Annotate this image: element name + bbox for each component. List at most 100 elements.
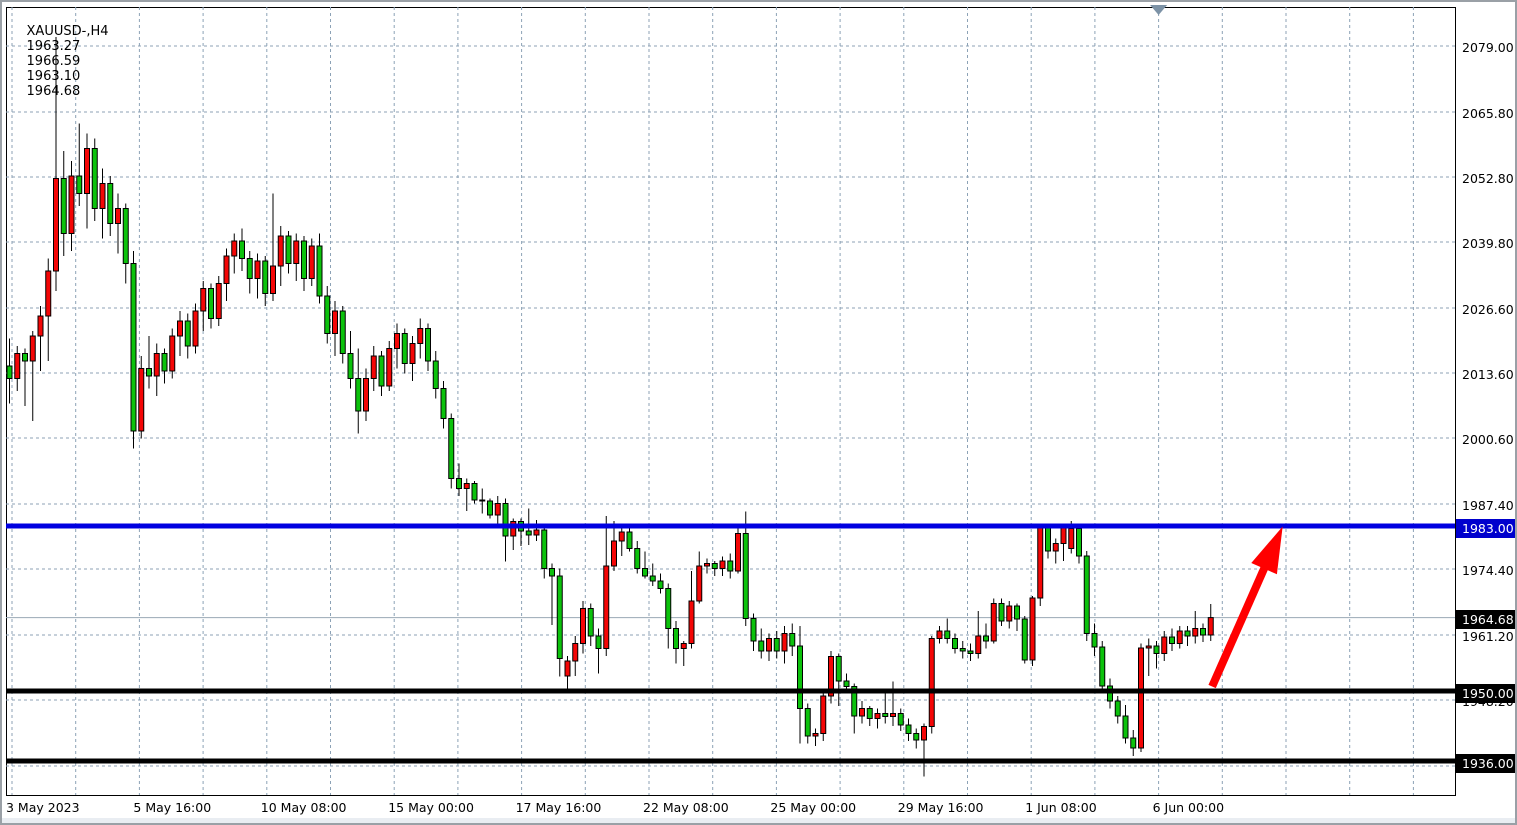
bearish-candle xyxy=(983,635,989,642)
bullish-candle xyxy=(936,630,943,639)
bearish-candle xyxy=(866,708,873,719)
price-flag-1936.00: 1936.00 xyxy=(1456,753,1515,773)
bearish-candle xyxy=(1099,646,1106,687)
bearish-candle xyxy=(432,360,439,389)
bullish-candle xyxy=(611,540,617,567)
bullish-candle xyxy=(14,353,21,379)
bullish-candle xyxy=(37,315,44,337)
bullish-candle xyxy=(53,178,59,272)
bearish-candle xyxy=(967,650,974,654)
bullish-candle xyxy=(1052,543,1059,552)
bearish-candle xyxy=(262,260,269,294)
bullish-candle xyxy=(1176,630,1183,644)
bearish-candle xyxy=(239,240,245,259)
trend-arrow-head[interactable] xyxy=(1251,526,1283,575)
bearish-candle xyxy=(301,240,307,279)
bullish-candle xyxy=(417,328,424,344)
time-axis-label: 22 May 08:00 xyxy=(643,800,729,815)
bullish-candle xyxy=(890,713,896,717)
bullish-candle xyxy=(1006,605,1013,622)
bullish-candle xyxy=(370,355,377,379)
bullish-candle xyxy=(138,368,145,432)
price-axis-label: 1974.40 xyxy=(1462,563,1514,578)
trend-arrow-shaft[interactable] xyxy=(1208,561,1271,689)
bearish-candle xyxy=(401,333,408,364)
bullish-candle xyxy=(1192,628,1199,637)
bullish-candle xyxy=(1138,647,1144,749)
bearish-candle xyxy=(556,575,563,659)
bullish-candle xyxy=(115,208,121,224)
plot-area[interactable] xyxy=(6,7,1456,796)
bullish-candle xyxy=(603,565,610,649)
bearish-candle xyxy=(76,175,83,194)
bullish-candle xyxy=(1037,527,1044,599)
price-axis-label: 2079.00 xyxy=(1462,40,1514,55)
time-axis[interactable]: 3 May 2023 5 May 16:00 10 May 08:00 15 May … xyxy=(2,796,1456,820)
price-axis-label: 2052.80 xyxy=(1462,171,1514,186)
bearish-candle xyxy=(355,378,362,412)
bearish-candle xyxy=(897,713,904,726)
close-value: 1964.68 xyxy=(26,84,81,99)
time-axis-label: 5 May 16:00 xyxy=(133,800,212,815)
bullish-candle xyxy=(766,638,772,652)
bearish-candle xyxy=(998,603,1005,622)
bullish-candle xyxy=(254,260,261,279)
bullish-candle xyxy=(859,708,865,717)
bullish-candle xyxy=(29,335,36,362)
price-axis-label: 1987.40 xyxy=(1462,498,1514,513)
bearish-candle xyxy=(161,353,168,372)
bullish-candle xyxy=(231,240,238,257)
time-axis-label: 15 May 00:00 xyxy=(388,800,474,815)
bearish-candle xyxy=(541,529,548,569)
bearish-candle xyxy=(750,618,757,642)
bearish-candle xyxy=(835,656,842,682)
high-value: 1966.59 xyxy=(26,54,81,69)
price-axis[interactable]: 2079.00 2065.80 2052.80 2039.80 2026.60 2013.… xyxy=(1456,2,1515,793)
bearish-candle xyxy=(60,178,67,234)
price-axis-label: 2000.60 xyxy=(1462,432,1514,447)
bearish-candle xyxy=(1091,633,1098,648)
time-axis-label: 25 May 00:00 xyxy=(770,800,857,815)
chart-shift-marker[interactable] xyxy=(1150,5,1168,15)
bearish-candle xyxy=(1083,555,1090,634)
bullish-candle xyxy=(463,483,470,489)
bullish-candle xyxy=(688,600,695,644)
bearish-candle xyxy=(673,628,679,649)
bullish-candle xyxy=(828,656,834,697)
bearish-candle xyxy=(1045,527,1051,552)
bullish-candle xyxy=(68,175,75,234)
bearish-candle xyxy=(208,288,214,319)
bearish-candle xyxy=(107,183,114,224)
bullish-candle xyxy=(1161,636,1168,654)
price-axis-label: 2065.80 xyxy=(1462,106,1514,121)
bearish-candle xyxy=(882,713,889,717)
bullish-candle xyxy=(1068,528,1075,549)
bearish-candle xyxy=(471,483,478,501)
bearish-candle xyxy=(425,328,431,362)
time-axis-label: 17 May 16:00 xyxy=(515,800,602,815)
bearish-candle xyxy=(1021,618,1028,661)
bullish-candle xyxy=(494,503,501,516)
bullish-candle xyxy=(169,335,176,372)
bullish-candle xyxy=(719,560,726,569)
bullish-candle xyxy=(564,660,571,677)
bullish-candle xyxy=(820,695,827,734)
bullish-candle xyxy=(874,713,881,719)
bullish-candle xyxy=(1145,645,1152,649)
bullish-candle xyxy=(277,235,284,267)
bullish-candle xyxy=(200,288,207,312)
chart-title: XAUUSD-,H4 1963.27 1966.59 1963.10 1964.… xyxy=(10,9,119,114)
price-flag-1950.00: 1950.00 xyxy=(1456,683,1515,703)
bearish-candle xyxy=(959,648,966,652)
bullish-candle xyxy=(1060,526,1067,544)
bearish-candle xyxy=(91,148,98,209)
bullish-candle xyxy=(1207,617,1214,636)
bullish-candle xyxy=(704,563,710,567)
bearish-candle xyxy=(456,478,462,489)
bearish-candle xyxy=(595,635,602,649)
bullish-candle xyxy=(45,270,52,317)
bearish-candle xyxy=(525,530,532,536)
price-axis-label: 2013.60 xyxy=(1462,367,1514,382)
